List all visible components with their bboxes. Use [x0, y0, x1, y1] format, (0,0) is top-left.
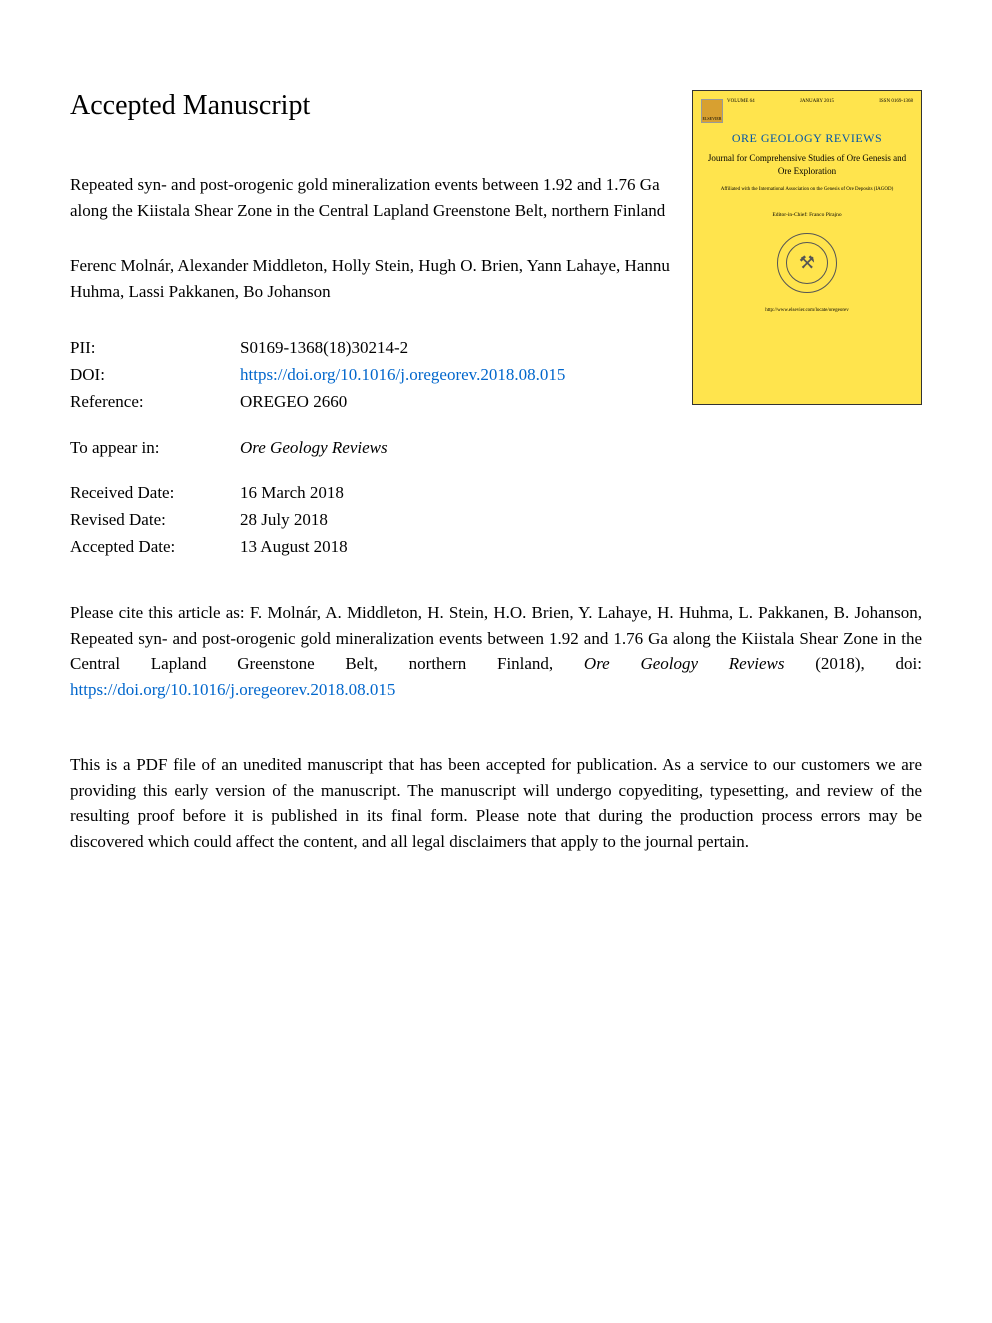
journal-cover: ELSEVIER VOLUME 64 JANUARY 2015 ISSN 016…	[692, 90, 922, 405]
cover-emblem-icon: ⚒	[777, 233, 837, 293]
disclaimer: This is a PDF file of an unedited manusc…	[70, 752, 922, 854]
appear-value: Ore Geology Reviews	[240, 434, 388, 461]
metadata-table: PII: S0169-1368(18)30214-2 DOI: https://…	[70, 334, 672, 560]
citation-doi-link[interactable]: https://doi.org/10.1016/j.oregeorev.2018…	[70, 680, 395, 699]
cover-editors: Editor-in-Chief: Franco Pirajno	[701, 212, 913, 218]
article-title: Repeated syn- and post-orogenic gold min…	[70, 172, 672, 223]
meta-row-appear: To appear in: Ore Geology Reviews	[70, 434, 672, 461]
pii-label: PII:	[70, 334, 240, 361]
citation-journal: Ore Geology Reviews	[584, 654, 785, 673]
received-value: 16 March 2018	[240, 479, 344, 506]
citation-year: (2018), doi:	[784, 654, 921, 673]
accepted-value: 13 August 2018	[240, 533, 348, 560]
cover-affiliation: Affiliated with the International Associ…	[701, 187, 913, 192]
meta-row-reference: Reference: OREGEO 2660	[70, 388, 672, 415]
cover-title: ORE GEOLOGY REVIEWS	[701, 131, 913, 146]
meta-row-pii: PII: S0169-1368(18)30214-2	[70, 334, 672, 361]
page-heading: Accepted Manuscript	[70, 90, 672, 122]
citation: Please cite this article as: F. Molnár, …	[70, 600, 922, 702]
cover-header-text: VOLUME 64 JANUARY 2015 ISSN 0169-1368	[727, 99, 913, 104]
cover-volume: VOLUME 64	[727, 99, 755, 104]
appear-label: To appear in:	[70, 434, 240, 461]
reference-value: OREGEO 2660	[240, 388, 347, 415]
left-column: Accepted Manuscript Repeated syn- and po…	[70, 90, 672, 560]
elsevier-logo-icon: ELSEVIER	[701, 99, 723, 123]
cover-subtitle: Journal for Comprehensive Studies of Ore…	[701, 152, 913, 177]
pii-value: S0169-1368(18)30214-2	[240, 334, 408, 361]
top-row: Accepted Manuscript Repeated syn- and po…	[70, 90, 922, 560]
cover-header: ELSEVIER VOLUME 64 JANUARY 2015 ISSN 016…	[701, 99, 913, 123]
cover-url: http://www.elsevier.com/locate/oregeorev	[701, 308, 913, 313]
meta-row-accepted: Accepted Date: 13 August 2018	[70, 533, 672, 560]
reference-label: Reference:	[70, 388, 240, 415]
cover-issn: ISSN 0169-1368	[879, 99, 913, 104]
meta-row-doi: DOI: https://doi.org/10.1016/j.oregeorev…	[70, 361, 672, 388]
doi-label: DOI:	[70, 361, 240, 388]
meta-row-received: Received Date: 16 March 2018	[70, 479, 672, 506]
revised-label: Revised Date:	[70, 506, 240, 533]
revised-value: 28 July 2018	[240, 506, 328, 533]
authors: Ferenc Molnár, Alexander Middleton, Holl…	[70, 253, 672, 304]
received-label: Received Date:	[70, 479, 240, 506]
cover-date: JANUARY 2015	[800, 99, 834, 104]
accepted-label: Accepted Date:	[70, 533, 240, 560]
meta-row-revised: Revised Date: 28 July 2018	[70, 506, 672, 533]
doi-link[interactable]: https://doi.org/10.1016/j.oregeorev.2018…	[240, 361, 565, 388]
